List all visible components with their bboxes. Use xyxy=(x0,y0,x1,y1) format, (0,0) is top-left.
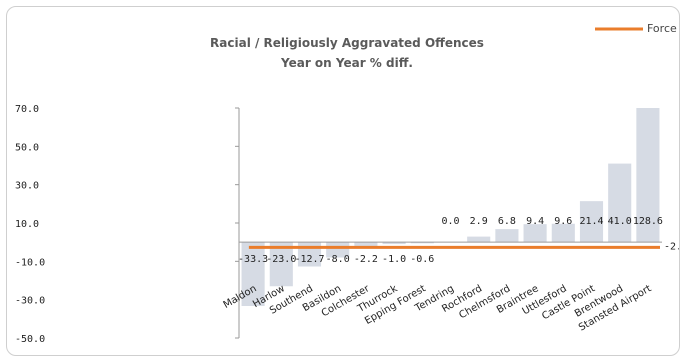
bar xyxy=(523,224,547,243)
chart-card: Racial / Religiously Aggravated Offences… xyxy=(6,6,680,356)
bar xyxy=(551,223,575,243)
bar xyxy=(269,242,293,287)
data-label: 2.9 xyxy=(470,216,488,227)
data-label: 9.4 xyxy=(526,216,544,227)
y-tick-label: 30.0 xyxy=(15,181,39,192)
bar xyxy=(354,242,378,247)
legend-label: Force xyxy=(647,22,677,35)
data-label: -33.3 xyxy=(238,254,268,265)
category-labels-group: MaldonHarlowSouthendBasildonColchesterTh… xyxy=(222,283,654,334)
legend: Force xyxy=(595,22,677,35)
bar xyxy=(495,229,519,243)
data-label: -2.2 xyxy=(354,254,378,265)
chart-title-group: Racial / Religiously Aggravated Offences… xyxy=(210,36,484,70)
data-label: 0.0 xyxy=(441,216,459,227)
chart-title: Racial / Religiously Aggravated Offences xyxy=(210,36,484,50)
data-label: -1.0 xyxy=(382,254,406,265)
bar-chart: Racial / Religiously Aggravated Offences… xyxy=(15,22,679,345)
data-label: -0.6 xyxy=(410,254,434,265)
bar xyxy=(467,236,491,243)
bar xyxy=(636,108,660,243)
data-label: -23.0 xyxy=(266,254,296,265)
reference-line-group: -2.7 xyxy=(248,241,679,252)
y-tick-label: -10.0 xyxy=(15,257,45,268)
y-tick-label: -30.0 xyxy=(15,296,45,307)
force-reference-label: -2.7 xyxy=(664,241,679,252)
data-label: 41.0 xyxy=(608,216,632,227)
data-label: 21.4 xyxy=(579,216,603,227)
data-label: -8.0 xyxy=(326,254,350,265)
bar xyxy=(608,163,632,243)
bars-group xyxy=(241,108,660,306)
chart-subtitle: Year on Year % diff. xyxy=(280,56,413,70)
data-label: 128.6 xyxy=(633,216,663,227)
y-axis: 70.0 50.0 30.0 10.0 -10.0 -30.0 -50.0 xyxy=(15,104,240,345)
bar xyxy=(382,242,406,245)
data-labels-group: -33.3-23.0-12.7 -8.0 -2.2 -1.0 -0.6 0.0 2.9 6.8… xyxy=(238,216,663,265)
bar xyxy=(241,242,265,306)
y-tick-label: -50.0 xyxy=(15,334,45,345)
data-label: -12.7 xyxy=(294,254,324,265)
data-label: 9.6 xyxy=(554,216,572,227)
bar xyxy=(410,242,434,244)
y-tick-label: 10.0 xyxy=(15,219,39,230)
data-label: 6.8 xyxy=(498,216,516,227)
y-tick-label: 50.0 xyxy=(15,142,39,153)
bar xyxy=(579,201,604,243)
y-tick-label: 70.0 xyxy=(15,104,39,115)
